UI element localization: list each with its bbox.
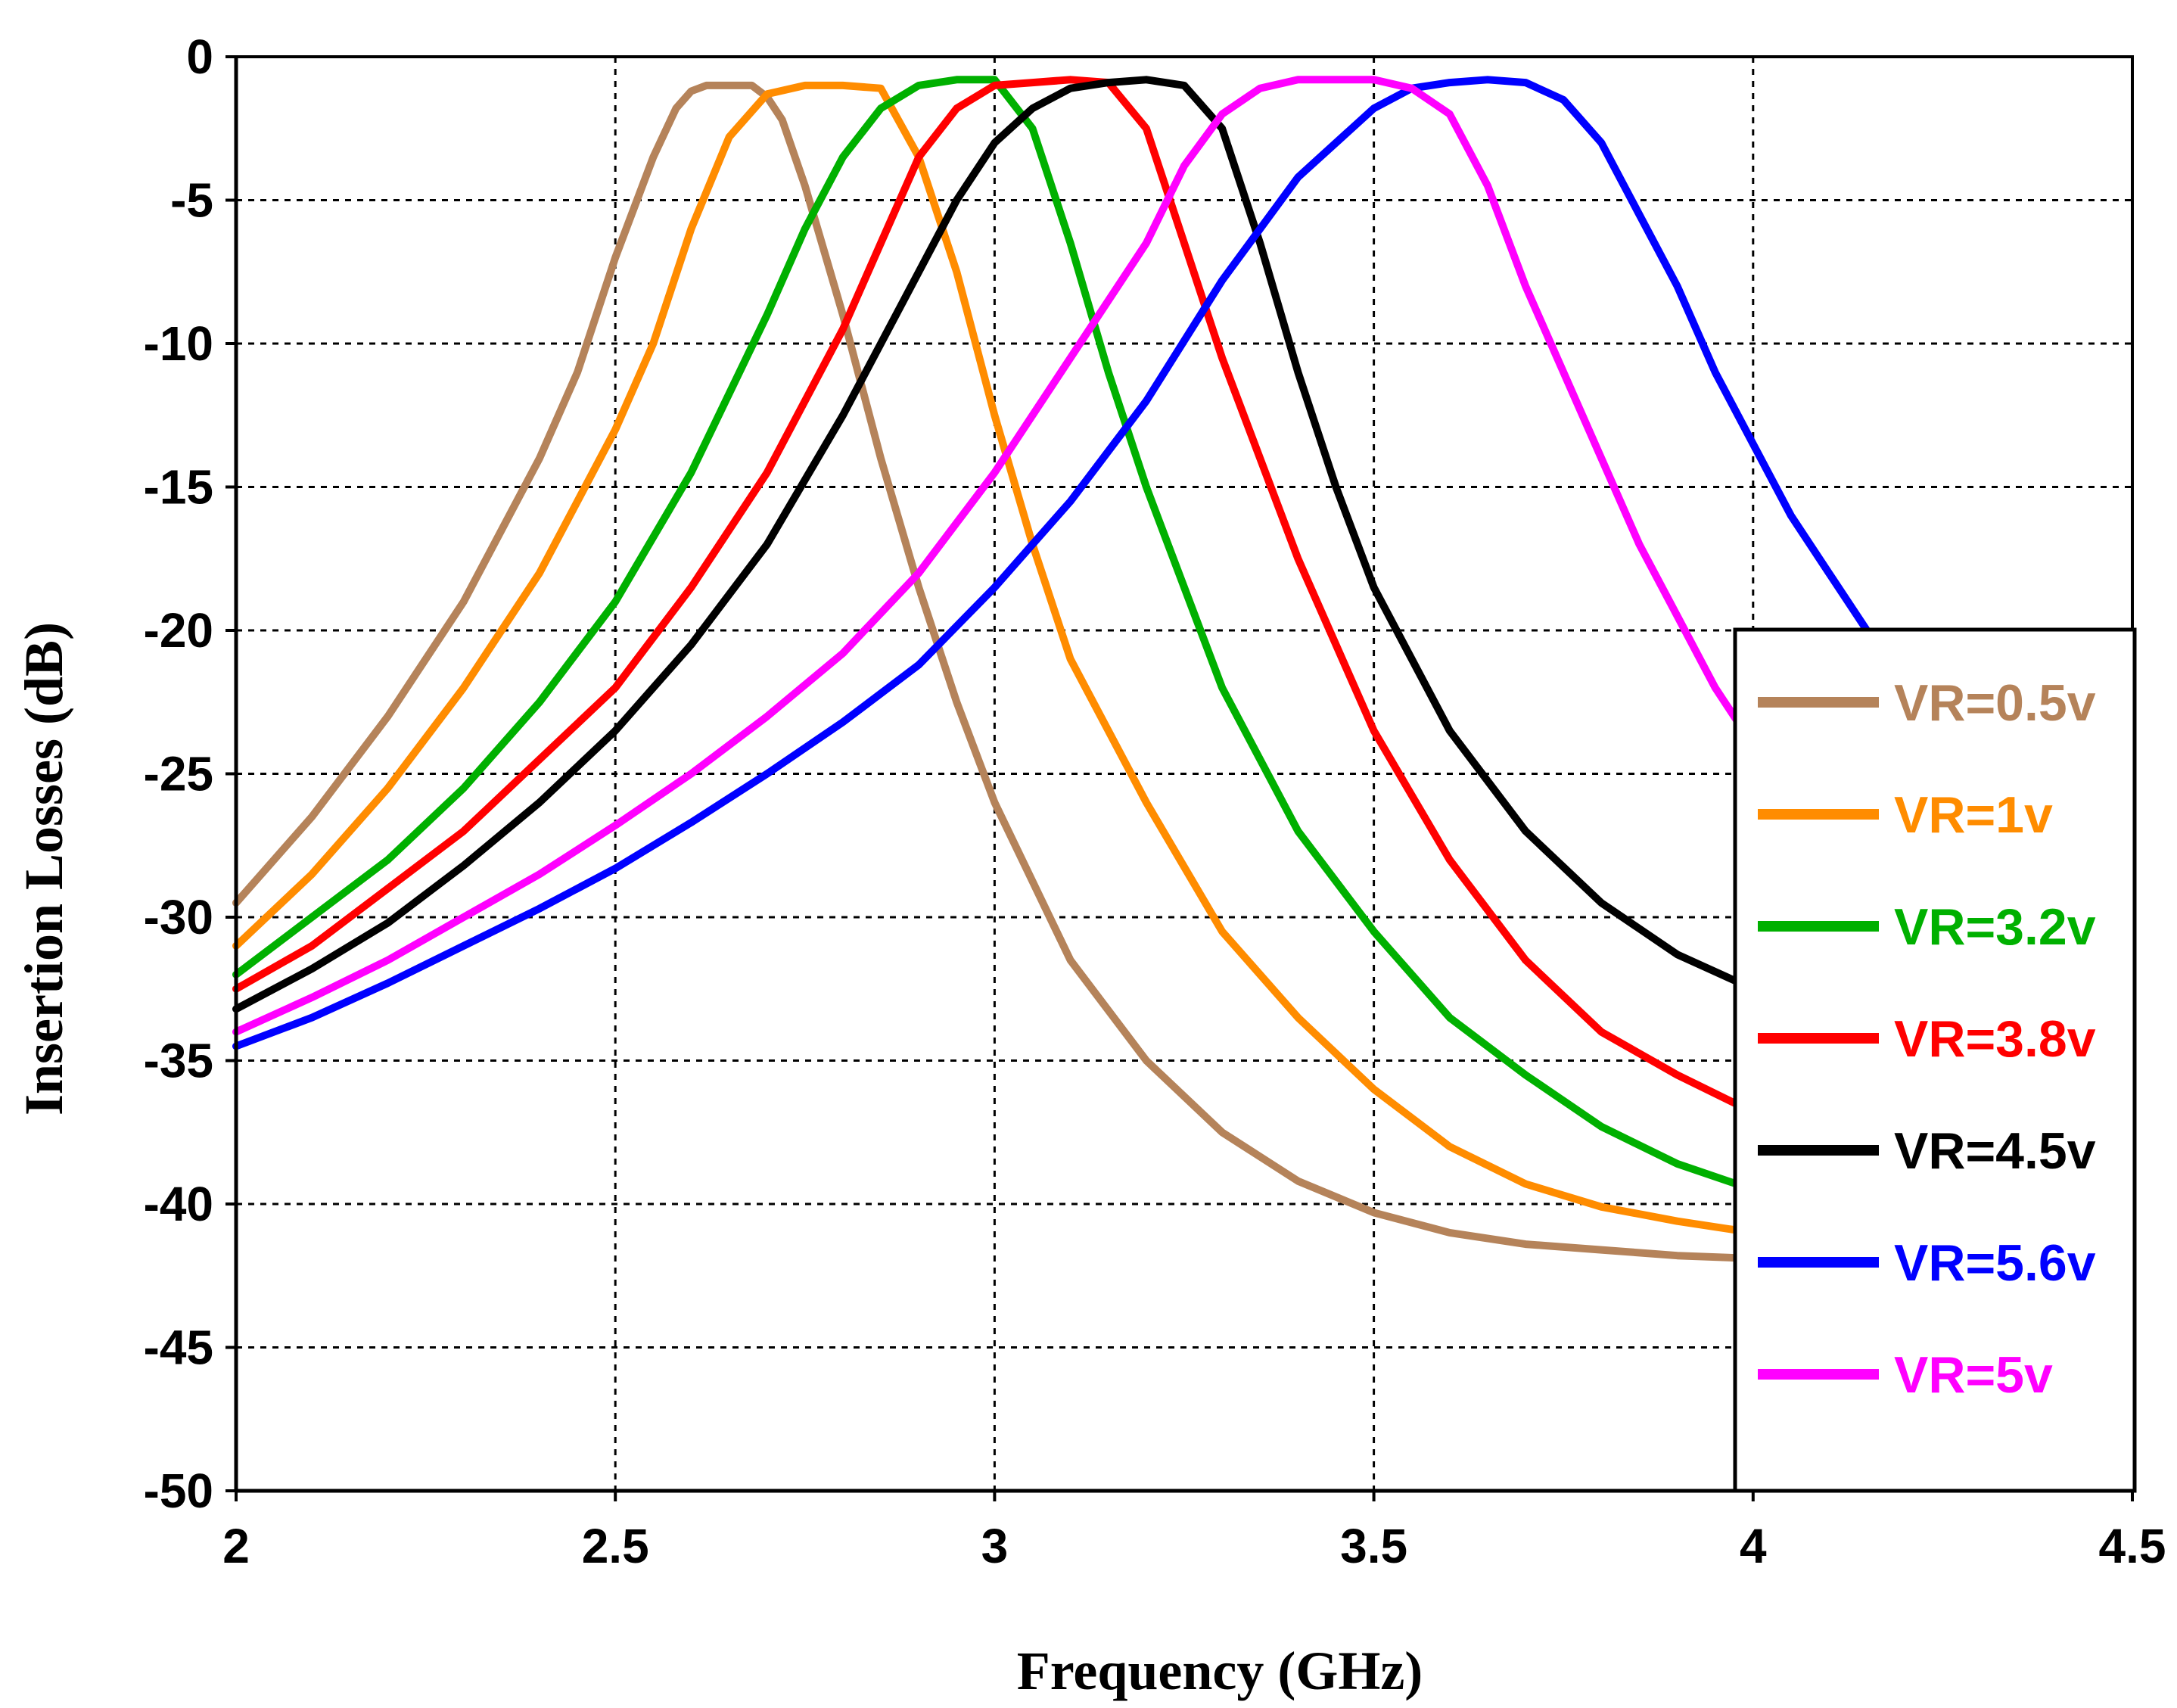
y-tick-label: -5 xyxy=(170,173,213,228)
y-tick-label: -40 xyxy=(144,1177,214,1231)
y-tick-label: -30 xyxy=(144,890,214,944)
series-line-vr-4-5v xyxy=(232,76,1757,1013)
legend-label: VR=0.5v xyxy=(1894,674,2096,732)
x-tick-label: 2 xyxy=(222,1519,250,1573)
x-tick-label: 4 xyxy=(1740,1519,1767,1573)
legend-label: VR=3.8v xyxy=(1894,1010,2096,1068)
y-tick-label: -50 xyxy=(144,1464,214,1518)
x-tick-label: 2.5 xyxy=(582,1519,649,1573)
y-tick-label: 0 xyxy=(186,30,213,84)
series-line-vr-1v xyxy=(232,81,1757,1237)
legend-label: VR=3.2v xyxy=(1894,898,2096,956)
legend-label: VR=5v xyxy=(1894,1346,2053,1404)
y-tick-label: -25 xyxy=(144,747,214,801)
legend-label: VR=4.5v xyxy=(1894,1122,2096,1180)
y-tick-label: -20 xyxy=(144,603,214,658)
series-line-vr-5-6v xyxy=(232,76,1871,1050)
y-tick-label: -10 xyxy=(144,316,214,371)
series-lines xyxy=(232,76,1871,1262)
legend-box xyxy=(1733,627,2137,1493)
x-tick-label: 3.5 xyxy=(1340,1519,1407,1573)
x-tick-labels: 2 2.5 3 3.5 4 4.5 xyxy=(222,1519,2166,1573)
y-tick-labels: 0 -5 -10 -15 -20 -25 -30 -35 -40 -45 -50 xyxy=(144,30,214,1518)
y-tick-label: -45 xyxy=(144,1321,214,1375)
series-line-vr-0-5v xyxy=(232,81,1757,1262)
x-axis-title: Frequency (GHz) xyxy=(1017,1641,1423,1701)
legend-label: VR=5.6v xyxy=(1894,1234,2096,1292)
legend-label: VR=1v xyxy=(1894,786,2053,844)
y-axis-title: Insertion Losses (dB) xyxy=(14,622,74,1115)
series-line-vr-3-2v xyxy=(232,76,1757,1193)
x-tick-label: 3 xyxy=(981,1519,1009,1573)
y-tick-label: -35 xyxy=(144,1034,214,1088)
series-line-vr-3-8v xyxy=(232,76,1757,1116)
series-line-vr-5v xyxy=(232,76,1757,1036)
x-tick-label: 4.5 xyxy=(2099,1519,2166,1573)
legend: VR=0.5v VR=1v VR=3.2v VR=3.8v VR=4.5v VR=5.6v… xyxy=(1733,627,2137,1493)
y-tick-label: -15 xyxy=(144,460,214,515)
